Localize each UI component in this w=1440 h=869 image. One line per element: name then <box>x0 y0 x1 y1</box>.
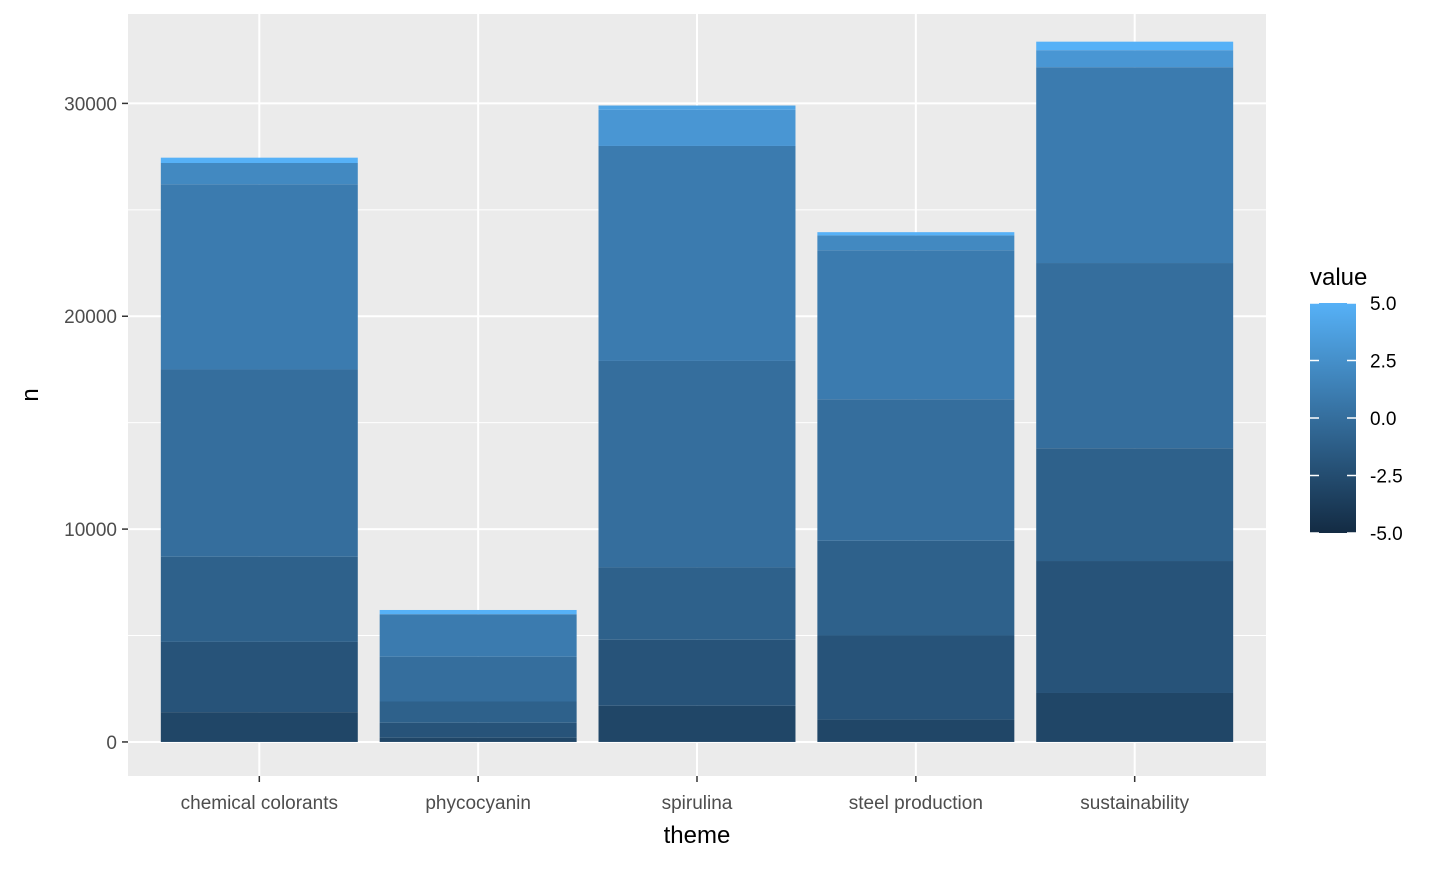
bar-segment <box>817 635 1015 720</box>
x-tick-label: phycocyanin <box>425 793 531 814</box>
legend-tick-label: 2.5 <box>1370 352 1396 373</box>
x-tick-label: spirulina <box>662 793 733 814</box>
bar-segment <box>160 712 358 742</box>
bar-segment <box>1036 263 1234 449</box>
y-axis: 0 10000 20000 30000 <box>64 94 128 754</box>
legend-tick-label: -2.5 <box>1370 467 1403 488</box>
bar-segment <box>379 701 577 723</box>
bar-segment <box>817 399 1015 541</box>
y-tick-label: 10000 <box>64 520 117 541</box>
bar-stacks <box>160 41 1234 742</box>
bar-segment <box>160 369 358 557</box>
bar-segment <box>379 722 577 738</box>
bar-segment <box>379 614 577 657</box>
legend-tick-label: -5.0 <box>1370 524 1403 545</box>
bar-segment <box>1036 448 1234 562</box>
bar-segment <box>160 556 358 642</box>
y-tick-label: 30000 <box>64 94 117 115</box>
bar-segment <box>1036 67 1234 264</box>
bar-segment <box>817 250 1015 400</box>
bar-segment <box>598 360 796 568</box>
x-axis-title: theme <box>664 822 731 849</box>
bar-segment <box>379 656 577 702</box>
bar-segment <box>598 705 796 742</box>
y-axis-title: n <box>17 388 44 401</box>
bar-segment <box>598 105 796 110</box>
legend-tick-label: 5.0 <box>1370 294 1396 315</box>
legend-ticks: 5.0 2.5 0.0 -2.5 -5.0 <box>1310 294 1403 545</box>
bar-segment <box>1036 41 1234 51</box>
y-tick-label: 0 <box>106 733 117 754</box>
bar-segment <box>817 232 1015 236</box>
legend-title: value <box>1310 264 1367 291</box>
legend-tick-label: 0.0 <box>1370 409 1396 430</box>
bar-segment <box>160 641 358 713</box>
bar-segment <box>160 157 358 163</box>
x-tick-label: sustainability <box>1080 793 1189 814</box>
bar-segment <box>160 162 358 185</box>
bar-segment <box>379 609 577 615</box>
y-tick-label: 20000 <box>64 307 117 328</box>
bar-segment <box>598 109 796 146</box>
bar-segment <box>598 145 796 361</box>
x-tick-label: steel production <box>849 793 983 814</box>
bar-segment <box>1036 50 1234 68</box>
bar-segment <box>379 737 577 742</box>
bar-segment <box>817 719 1015 742</box>
bar-segment <box>1036 561 1234 693</box>
legend: value 5.0 2.5 0.0 -2.5 -5.0 <box>1310 264 1403 545</box>
bar-segment <box>1036 692 1234 742</box>
bar-segment <box>598 567 796 640</box>
x-tick-label: chemical colorants <box>181 793 338 814</box>
bar-segment <box>817 235 1015 251</box>
bar-segment <box>817 540 1015 636</box>
bar-segment <box>160 184 358 370</box>
bar-segment <box>598 639 796 706</box>
x-axis: chemical colorants phycocyanin spirulina st… <box>181 776 1190 814</box>
